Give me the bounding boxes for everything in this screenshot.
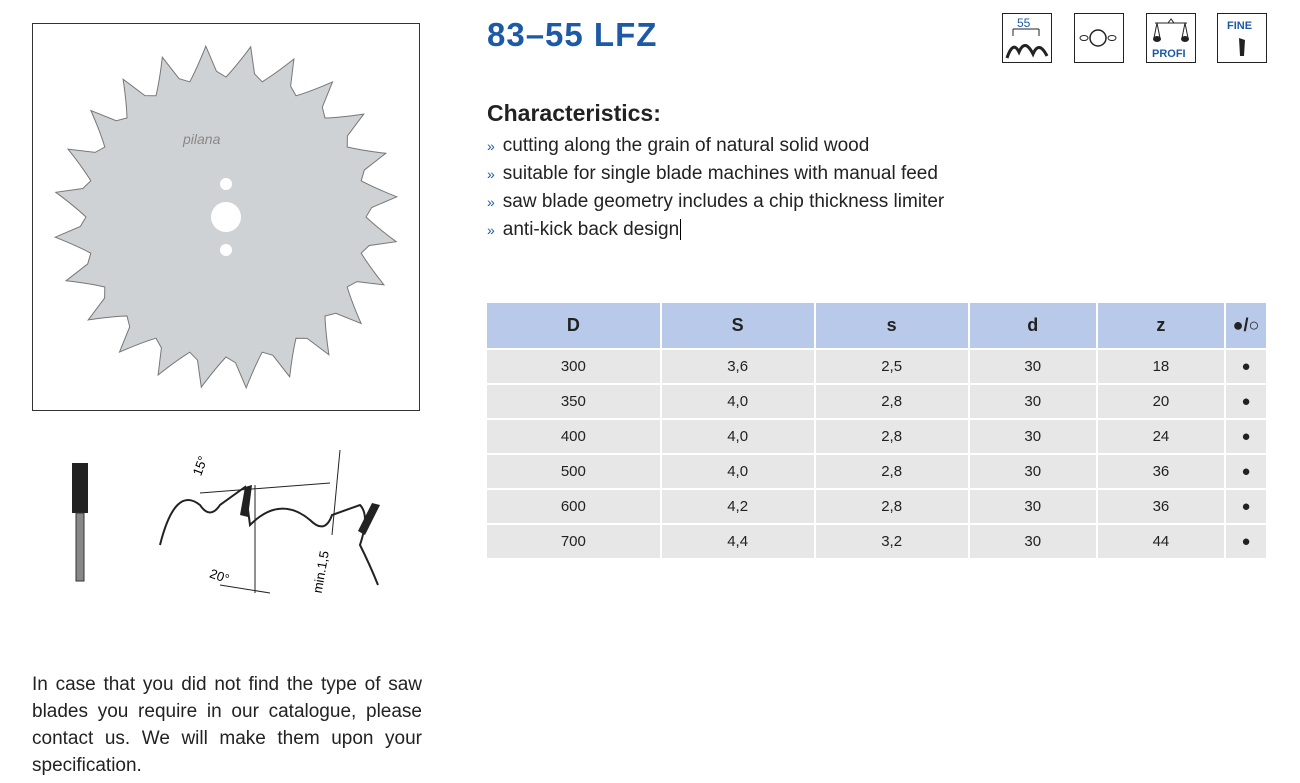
table-cell: ● [1225, 523, 1266, 558]
table-cell: ● [1225, 418, 1266, 454]
table-cell: 2,8 [814, 383, 970, 419]
limiter-label: min.1,5 [310, 550, 332, 595]
icon-label: FINE [1227, 20, 1252, 32]
column-header: ●/○ [1225, 303, 1266, 349]
table-cell: 30 [968, 418, 1098, 454]
table-cell: 4,2 [660, 488, 816, 524]
table-cell: 4,0 [660, 383, 816, 419]
table-cell: 600 [487, 488, 662, 524]
table-row: 700 4,4 3,2 30 44 ● [487, 523, 1266, 558]
table-cell: 300 [487, 348, 662, 384]
profi-scale-icon: PROFI [1146, 13, 1196, 63]
table-cell: 24 [1096, 418, 1227, 454]
table-cell: 30 [968, 453, 1098, 489]
saw-blade-image: pilana [32, 23, 420, 411]
table-cell: ● [1225, 488, 1266, 524]
table-cell: 36 [1096, 453, 1227, 489]
table-cell: ● [1225, 348, 1266, 384]
bore-holes-icon [1074, 13, 1124, 63]
list-item: » suitable for single blade machines with… [487, 163, 938, 184]
characteristics-list: » cutting along the grain of natural soli… [487, 132, 944, 244]
angle-label: 15° [190, 454, 211, 478]
product-title: 83–55 LFZ [487, 16, 658, 53]
table-cell: 2,8 [814, 418, 970, 454]
table-cell: 700 [487, 523, 662, 558]
contact-note: In case that you did not find the type o… [32, 674, 422, 776]
table-cell: 44 [1096, 523, 1227, 558]
table-cell: 2,8 [814, 488, 970, 524]
table-cell: 2,5 [814, 348, 970, 384]
table-cell: 400 [487, 418, 662, 454]
table-cell: 2,8 [814, 453, 970, 489]
column-header: S [660, 303, 816, 349]
table-cell: 36 [1096, 488, 1227, 524]
characteristics-heading: Characteristics: [487, 100, 661, 126]
brand-logo: pilana [182, 131, 221, 147]
table-cell: 350 [487, 383, 662, 419]
list-item: » cutting along the grain of natural soli… [487, 135, 870, 156]
table-cell: 4,0 [660, 453, 816, 489]
icon-label: PROFI [1152, 48, 1186, 60]
column-header: d [968, 303, 1098, 349]
bore-hole [211, 202, 241, 232]
fine-tooth-icon: FINE [1217, 13, 1267, 63]
table-row: 350 4,0 2,8 30 20 ● [487, 383, 1266, 419]
table-cell: 30 [968, 488, 1098, 524]
table-cell: 18 [1096, 348, 1227, 384]
bore-hole [220, 244, 232, 256]
list-item: » saw blade geometry includes a chip thic… [487, 191, 945, 212]
icon-label: 55 [1017, 16, 1031, 30]
table-row: 500 4,0 2,8 30 36 ● [487, 453, 1266, 489]
table-cell: 4,0 [660, 418, 816, 454]
table-cell: 30 [968, 523, 1098, 558]
table-row: 400 4,0 2,8 30 24 ● [487, 418, 1266, 454]
table-cell: 3,6 [660, 348, 816, 384]
tooth-55-icon: 55 [1002, 13, 1052, 63]
table-cell: ● [1225, 383, 1266, 419]
table-cell: 4,4 [660, 523, 816, 558]
table-cell: 30 [968, 348, 1098, 384]
table-cell: 3,2 [814, 523, 970, 558]
table-cell: 30 [968, 383, 1098, 419]
table-row: 300 3,6 2,5 30 18 ● [487, 348, 1266, 384]
list-item: » anti-kick back design [487, 219, 682, 240]
angle-label: 20° [208, 566, 232, 587]
column-header: z [1096, 303, 1227, 349]
column-header: s [814, 303, 970, 349]
bore-hole [220, 178, 232, 190]
table-row: 600 4,2 2,8 30 36 ● [487, 488, 1266, 524]
table-cell: ● [1225, 453, 1266, 489]
table-cell: 20 [1096, 383, 1227, 419]
tooth-profile-diagram: 15° 20° min.1,5 [60, 445, 400, 610]
table-cell: 500 [487, 453, 662, 489]
column-header: D [487, 303, 662, 349]
